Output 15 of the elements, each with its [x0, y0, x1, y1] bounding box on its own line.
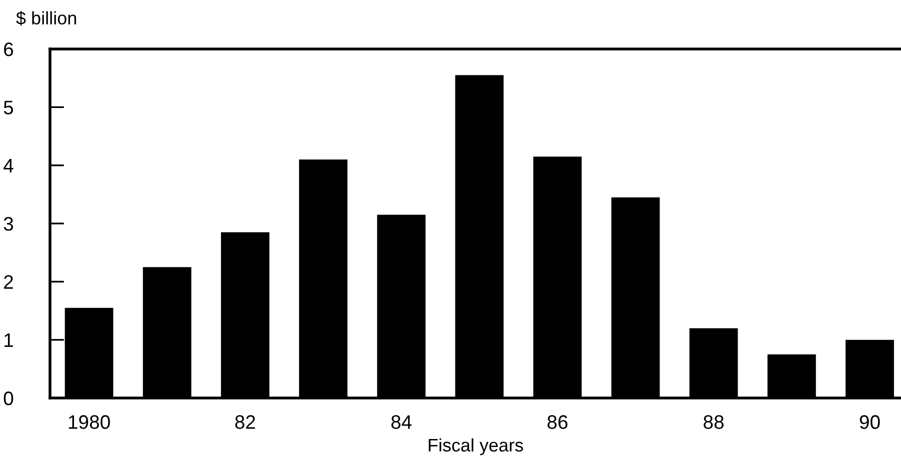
x-tick-label: 90 [860, 415, 880, 429]
x-tick-label: 82 [235, 415, 256, 429]
y-axis-title: $ billion [16, 10, 76, 26]
x-tick-label: 86 [548, 415, 568, 429]
y-tick-label: 6 [4, 42, 14, 56]
y-tick-label: 4 [4, 159, 14, 172]
x-axis-title: Fiscal years [428, 438, 524, 456]
x-tick-label: 1980 [68, 415, 110, 429]
y-tick-label: 1 [4, 334, 13, 347]
y-tick-label: 5 [4, 100, 14, 114]
x-tick-label: 84 [391, 415, 412, 429]
y-tick-label: 3 [4, 216, 14, 231]
x-tick-label: 88 [704, 415, 724, 429]
y-tick-label: 0 [4, 391, 14, 406]
y-tick-label: 2 [4, 275, 13, 289]
